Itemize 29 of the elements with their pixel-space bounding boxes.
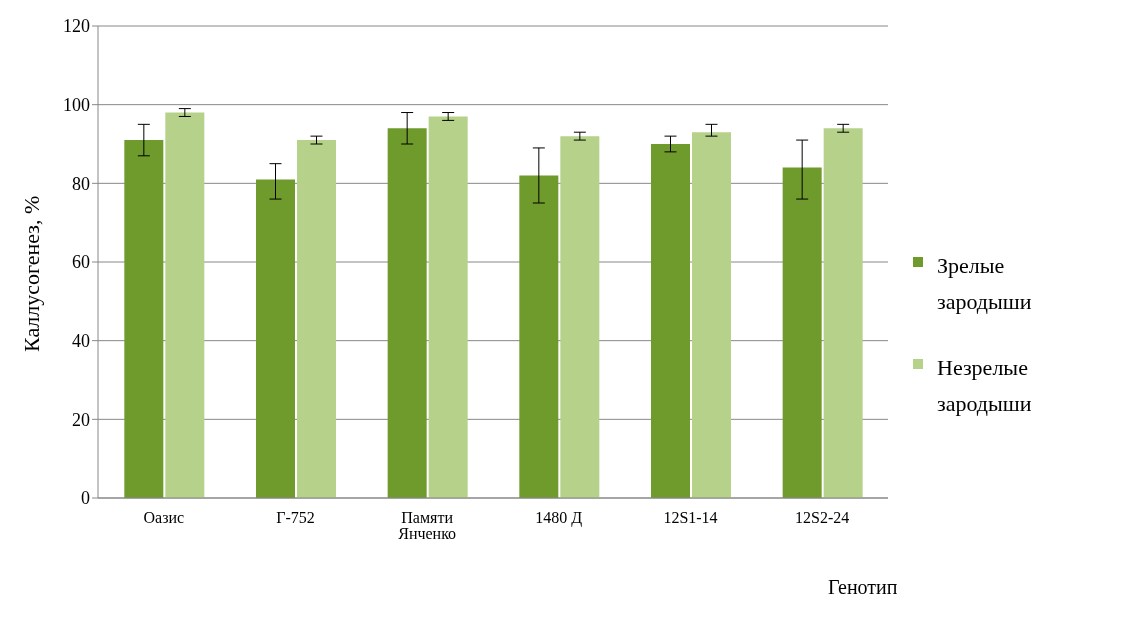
bar: [124, 140, 164, 498]
bar: [560, 136, 600, 498]
bar: [651, 144, 690, 498]
x-tick-label: 1480 Д: [535, 509, 583, 528]
y-tick-label: 40: [72, 331, 90, 352]
y-tick-label: 80: [72, 173, 90, 194]
y-tick-label: 60: [72, 252, 90, 273]
y-tick-label: 100: [63, 95, 90, 116]
bar: [692, 132, 731, 498]
legend-label: Незрелые зародыши: [937, 354, 1033, 418]
bar: [782, 167, 822, 498]
bar: [256, 179, 295, 498]
legend-label: Зрелые зародыши: [937, 252, 1033, 316]
y-axis-title: Каллусогенез, %: [18, 195, 44, 352]
bar: [165, 112, 205, 498]
bar: [823, 128, 863, 498]
x-tick-label: Г-752: [276, 509, 315, 527]
x-tick-label: 12S2-24: [795, 509, 850, 527]
bar: [297, 140, 336, 498]
x-tick-label: Памяти Янченко: [398, 509, 457, 543]
bar: [428, 116, 468, 498]
y-tick-label: 0: [81, 488, 90, 509]
x-tick-label: Оазис: [143, 509, 185, 527]
bar: [387, 128, 427, 498]
x-axis-title: Генотип: [828, 576, 898, 599]
bar: [519, 175, 559, 498]
x-tick-label: 12S1-14: [663, 509, 718, 527]
y-tick-label: 20: [72, 409, 90, 430]
y-tick-label: 120: [63, 16, 90, 37]
